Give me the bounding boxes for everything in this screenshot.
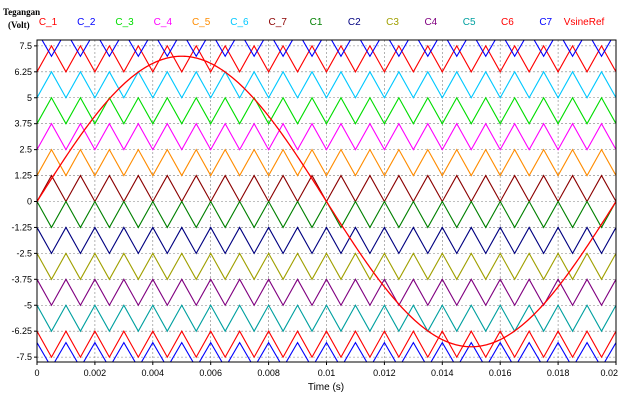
y-tick-label-1-25: 1.25 xyxy=(14,171,32,181)
series-line-c-4 xyxy=(37,122,616,151)
legend-item-c5: C5 xyxy=(463,17,476,28)
y-ticks: 7.5 6.25 5 3.75 2.5 1.25 0 -1.25 -2.5 -3.75 -5 -6.2… xyxy=(11,41,37,362)
legend-item-c-4: C_4 xyxy=(154,17,173,28)
y-tick-label-6-25: -6.25 xyxy=(11,326,32,336)
x-tick-label-0-018: 0.018 xyxy=(547,368,570,378)
series-group xyxy=(37,40,616,362)
x-tick-label-0-004: 0.004 xyxy=(142,368,165,378)
y-tick-label-3-75: 3.75 xyxy=(14,119,32,129)
series-line-c1 xyxy=(37,200,616,229)
legend-item-c-7: C_7 xyxy=(269,17,288,28)
y-tick-label-5: -5 xyxy=(24,300,32,310)
legend-item-c2: C2 xyxy=(348,17,361,28)
y-tick-label-0: 0 xyxy=(27,197,32,207)
series-line-c3 xyxy=(37,252,616,281)
x-tick-label-0-012: 0.012 xyxy=(373,368,396,378)
x-tick-label-0-02: 0.02 xyxy=(600,368,618,378)
x-tick-label-0-014: 0.014 xyxy=(431,368,454,378)
y-tick-label-2-5: -2.5 xyxy=(16,248,32,258)
legend-item-c-1: C_1 xyxy=(39,17,58,28)
series-line-c-1 xyxy=(37,44,616,73)
y-axis-unit-line-1: Tegangan xyxy=(3,7,40,17)
legend-item-c6: C6 xyxy=(501,17,514,28)
series-line-c4 xyxy=(37,278,616,307)
legend: C_1 C_2 C_3 C_4 C_5 C_6 C_7 C1 C2 C3 C4 C5 C6 C7 Vsine… xyxy=(39,17,605,28)
legend-item-c4: C4 xyxy=(424,17,437,28)
series-line-c-3 xyxy=(37,96,616,125)
legend-item-c-6: C_6 xyxy=(230,17,249,28)
x-axis-title: Time (s) xyxy=(308,382,344,393)
y-tick-label-1-25: -1.25 xyxy=(11,222,32,232)
legend-item-c-3: C_3 xyxy=(115,17,134,28)
x-ticks: 0 0.002 0.004 0.006 0.008 0.01 0.012 0.014 0.016… xyxy=(34,362,618,378)
y-tick-label-5: 5 xyxy=(27,93,32,103)
y-tick-label-7-5: 7.5 xyxy=(19,41,32,51)
legend-item-c1: C1 xyxy=(310,17,323,28)
x-tick-label-0-016: 0.016 xyxy=(489,368,512,378)
legend-item-vsineref: VsineRef xyxy=(564,17,605,28)
series-line-c2 xyxy=(37,226,616,255)
x-tick-label-0-01: 0.01 xyxy=(318,368,336,378)
series-line-c-2 xyxy=(41,40,612,58)
y-tick-label-6-25: 6.25 xyxy=(14,67,32,77)
legend-item-c-2: C_2 xyxy=(77,17,96,28)
legend-item-c-5: C_5 xyxy=(192,17,211,28)
y-axis-unit-line-2: (Volt) xyxy=(8,20,30,30)
series-line-c-6 xyxy=(37,70,616,99)
series-line-vsineref xyxy=(37,55,616,348)
series-line-c-5 xyxy=(37,148,616,177)
y-tick-label-3-75: -3.75 xyxy=(11,274,32,284)
x-tick-label-0-006: 0.006 xyxy=(199,368,222,378)
series-line-c6 xyxy=(37,330,616,359)
legend-item-c3: C3 xyxy=(386,17,399,28)
x-tick-label-0: 0 xyxy=(34,368,39,378)
series-line-c5 xyxy=(37,304,616,333)
x-tick-label-0-002: 0.002 xyxy=(84,368,107,378)
series-line-c7 xyxy=(37,341,616,362)
y-axis-unit-label: Tegangan (Volt) xyxy=(3,7,40,30)
x-tick-label-0-008: 0.008 xyxy=(257,368,280,378)
y-tick-label-7-5: -7.5 xyxy=(16,352,32,362)
legend-item-c7: C7 xyxy=(539,17,552,28)
y-tick-label-2-5: 2.5 xyxy=(19,145,32,155)
